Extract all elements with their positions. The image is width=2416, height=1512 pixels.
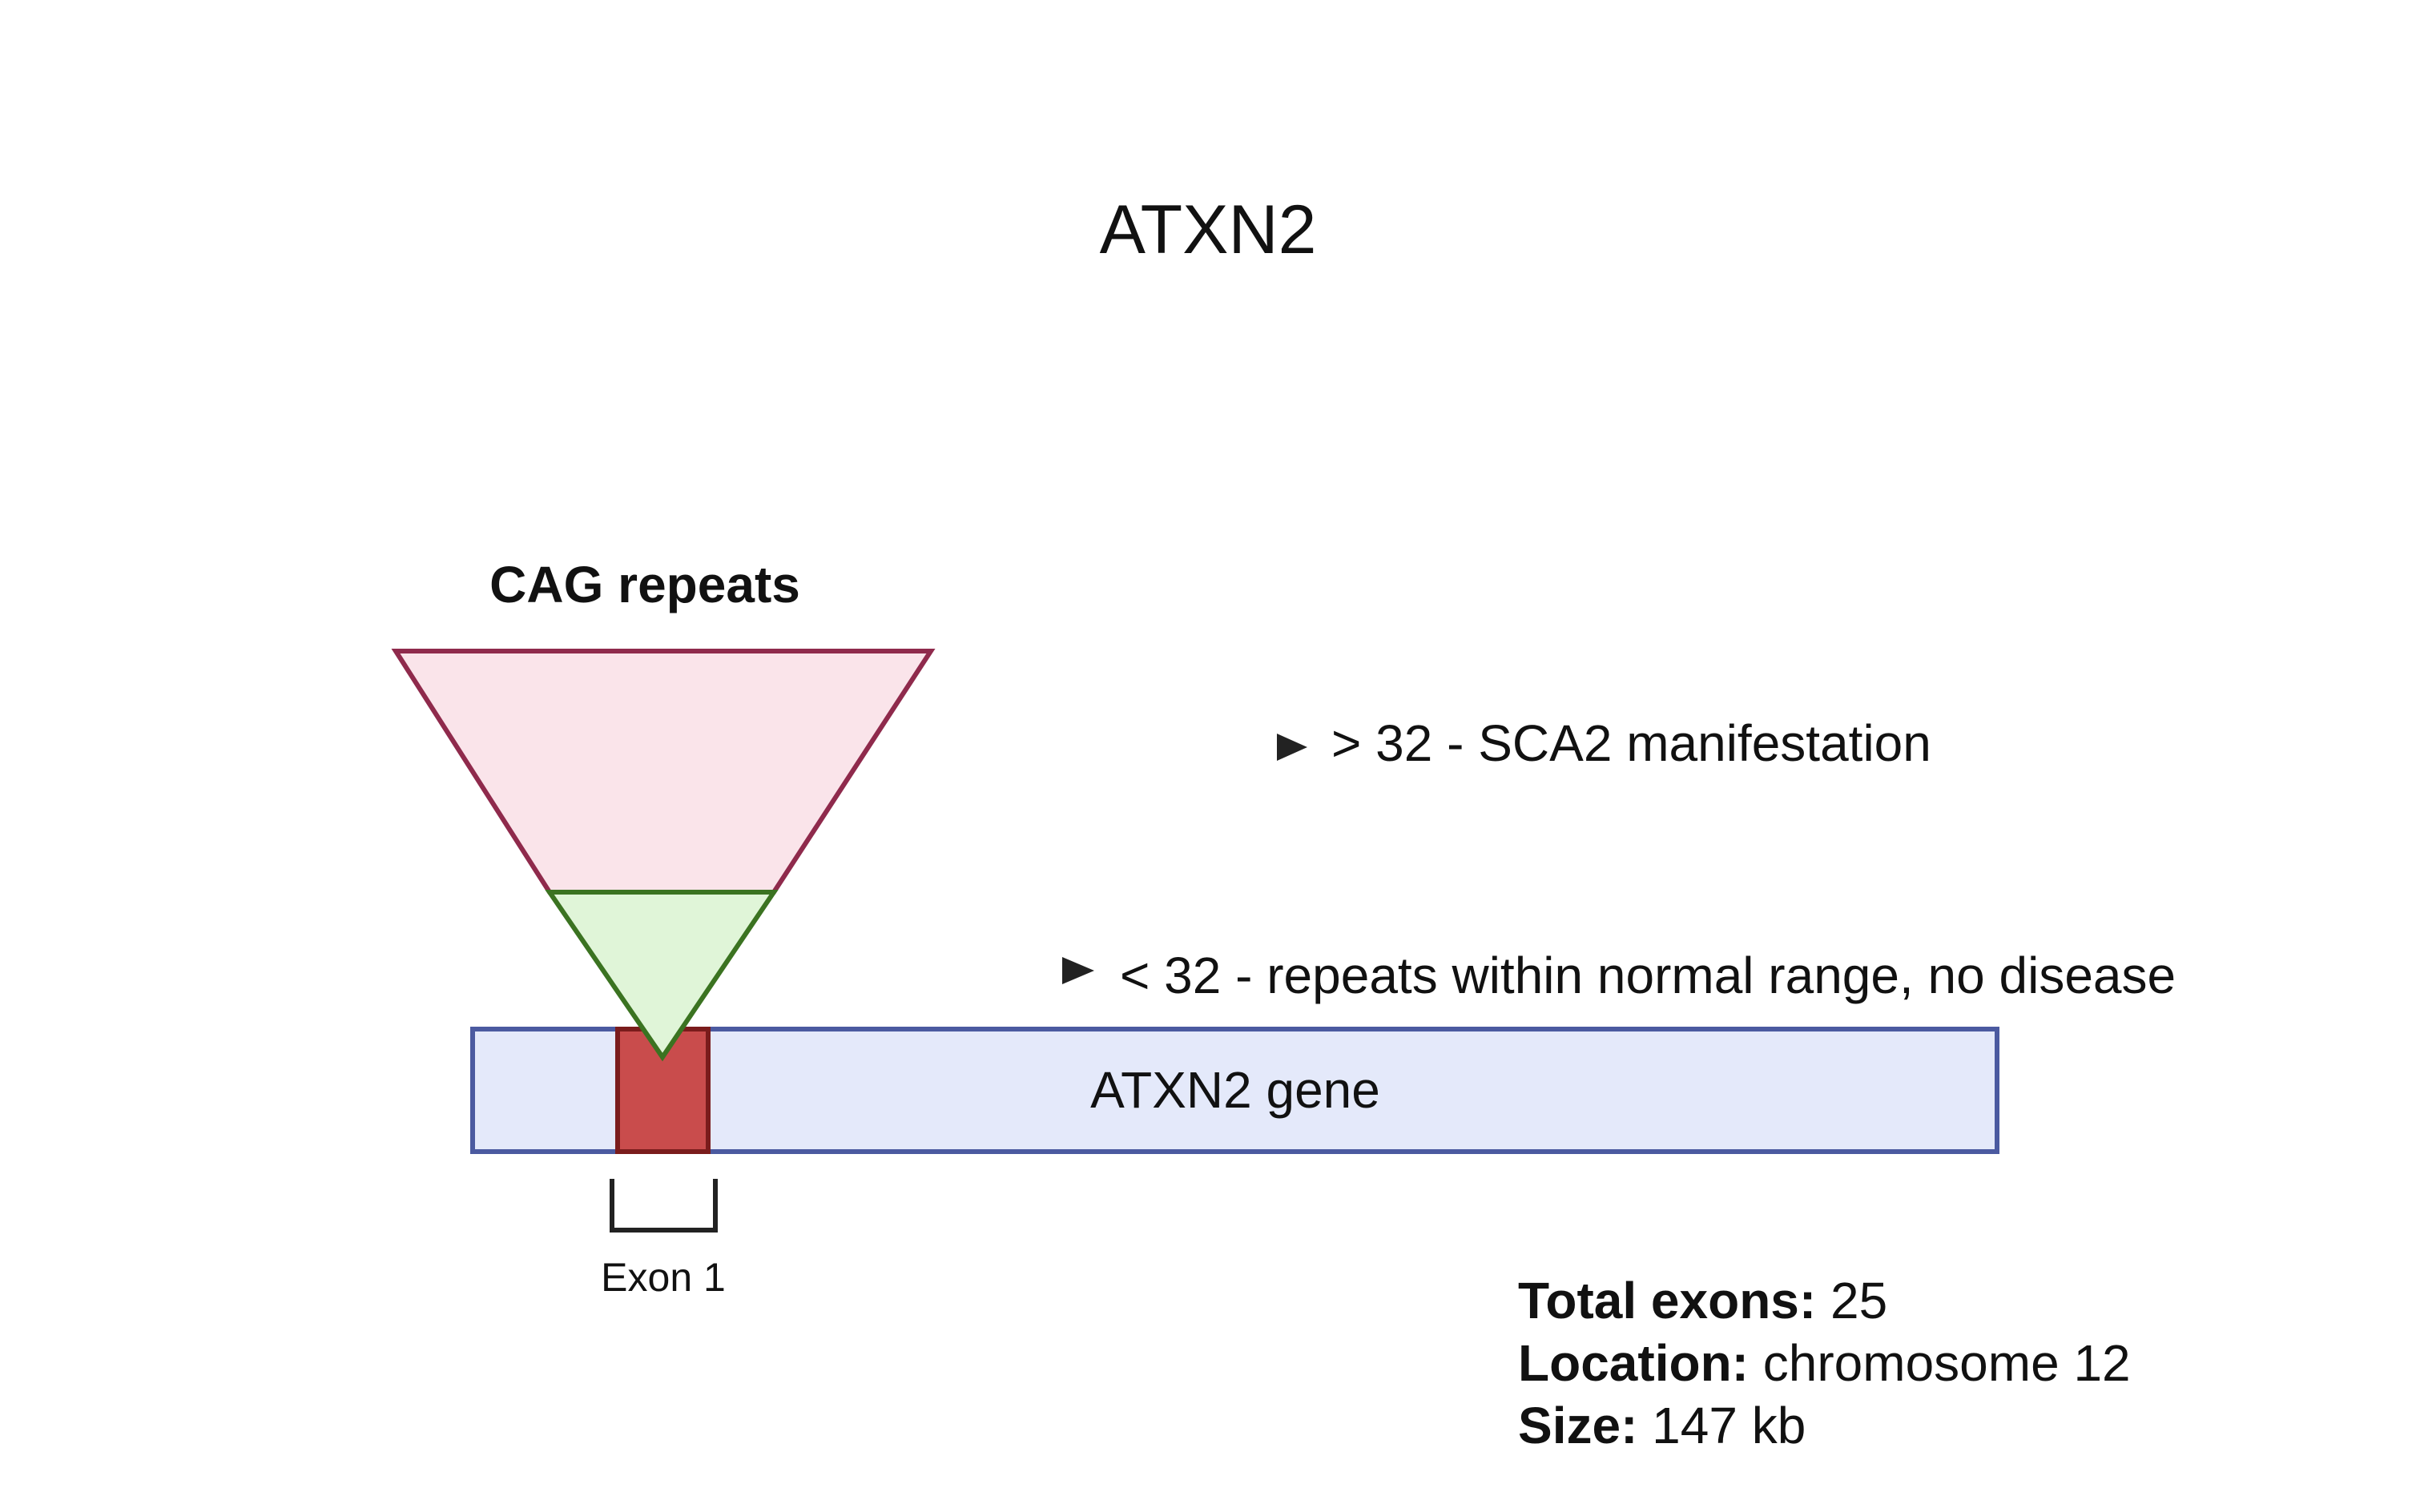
diagram-title: ATXN2 [1100, 191, 1317, 268]
size-label: Size: [1518, 1397, 1637, 1454]
expanded-arrow [971, 734, 1307, 761]
gene-label: ATXN2 gene [1090, 1061, 1380, 1119]
exon-1-bracket [610, 1179, 718, 1233]
total-exons-label: Total exons: [1518, 1272, 1816, 1329]
normal-repeats-annotation: < 32 - repeats within normal range, no d… [1120, 947, 2176, 1004]
atxn2-gene-bar [470, 1027, 1999, 1154]
cag-repeats-heading: CAG repeats [489, 556, 800, 613]
expanded-repeats-annotation: > 32 - SCA2 manifestation [1331, 714, 1931, 772]
expanded-repeats-region [391, 649, 936, 895]
total-exons-line: Total exons: 25 [1518, 1272, 1887, 1329]
normal-repeats-region [545, 890, 779, 1062]
location-value: chromosome 12 [1749, 1334, 2131, 1392]
total-exons-value: 25 [1816, 1272, 1887, 1329]
location-line: Location: chromosome 12 [1518, 1334, 2131, 1392]
size-line: Size: 147 kb [1518, 1397, 1806, 1454]
exon-1-label: Exon 1 [601, 1255, 726, 1300]
size-value: 147 kb [1637, 1397, 1806, 1454]
normal-arrow [814, 957, 1094, 984]
location-label: Location: [1518, 1334, 1749, 1392]
